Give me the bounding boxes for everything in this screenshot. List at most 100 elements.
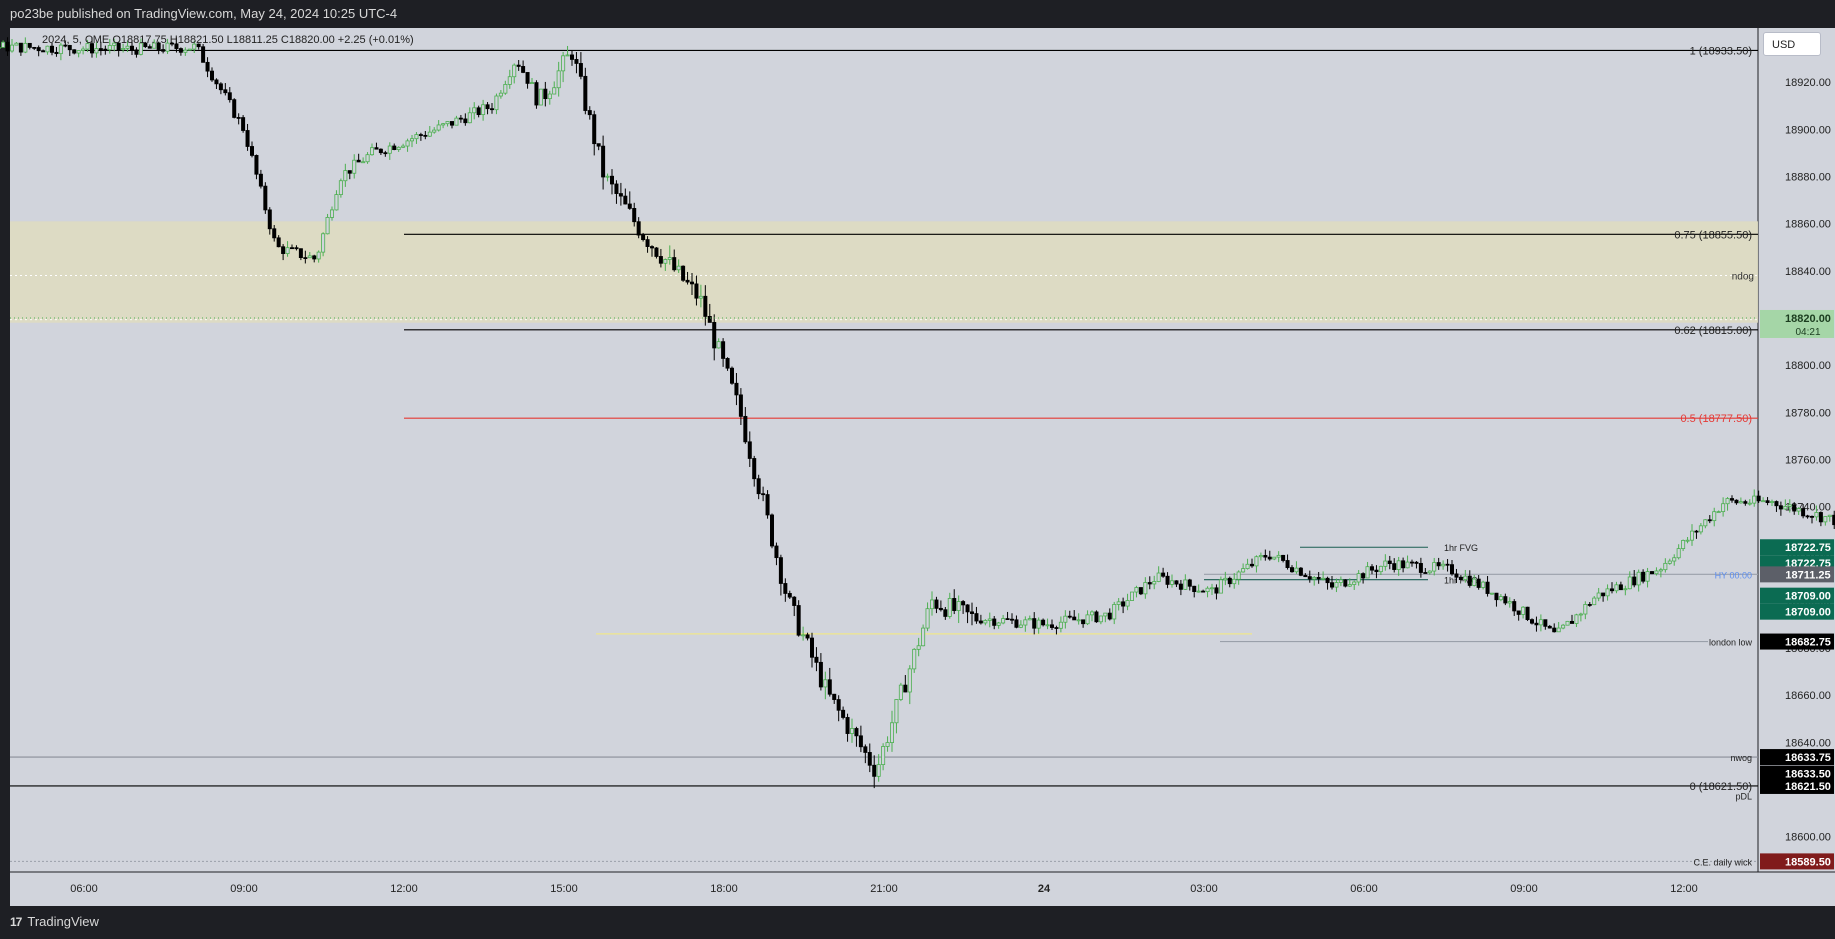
plot-area[interactable] xyxy=(10,28,1758,872)
candle-body xyxy=(1152,581,1157,585)
candle-body xyxy=(1770,501,1775,503)
candle-body xyxy=(992,618,997,626)
candle-body xyxy=(890,722,895,743)
candle-body xyxy=(916,645,921,650)
candle-body xyxy=(1632,576,1637,586)
candle-body xyxy=(1374,569,1379,573)
candle-body xyxy=(352,159,357,174)
candle-body xyxy=(1601,592,1606,597)
candle-body xyxy=(272,228,277,239)
candle-body xyxy=(236,117,241,119)
candle-body xyxy=(1472,578,1477,586)
candle-body xyxy=(881,746,886,765)
candle-body xyxy=(1054,627,1059,629)
candle-body xyxy=(205,61,210,72)
candle-body xyxy=(1490,592,1495,595)
candle-body xyxy=(1125,600,1130,607)
candle-body xyxy=(298,248,303,259)
candle-body xyxy=(423,134,428,137)
candle-body xyxy=(1703,519,1708,527)
price-badge-text: 18589.50 xyxy=(1785,856,1831,868)
candle-body xyxy=(1041,619,1046,626)
candle-body xyxy=(1307,576,1312,580)
candle-body xyxy=(85,43,90,50)
candle-body xyxy=(303,257,308,260)
brand[interactable]: 17 TradingView xyxy=(10,914,99,929)
level-label-ce-daily-wick: C.E. daily wick xyxy=(1693,857,1752,867)
candle-body xyxy=(414,134,419,140)
candle-body xyxy=(1356,573,1361,583)
price-badge-text: 18633.50 xyxy=(1785,769,1831,781)
candle-body xyxy=(449,121,454,126)
currency-button[interactable]: USD xyxy=(1763,32,1821,56)
candle-body xyxy=(1463,575,1468,581)
candle-body xyxy=(1116,601,1121,605)
candle-body xyxy=(712,322,717,349)
candle-body xyxy=(1312,577,1317,580)
x-tick-label: 18:00 xyxy=(710,883,738,895)
candle-body xyxy=(387,145,392,154)
candle-body xyxy=(1210,587,1215,590)
candle-body xyxy=(1138,587,1143,595)
candle-body xyxy=(1370,566,1375,571)
candle-body xyxy=(1085,614,1090,625)
price-badge-text: 18709.00 xyxy=(1785,591,1831,603)
candle-body xyxy=(636,221,641,236)
candle-body xyxy=(832,693,837,700)
candle-body xyxy=(667,257,672,260)
candle-body xyxy=(867,752,872,766)
candle-body xyxy=(1738,501,1743,504)
candle-body xyxy=(1272,556,1277,560)
candle-body xyxy=(1823,516,1828,523)
candle-body xyxy=(1561,624,1566,629)
candle-body xyxy=(1627,576,1632,590)
candle-body xyxy=(1045,624,1050,627)
candle-body xyxy=(961,601,966,606)
publish-text: po23be published on TradingView.com, May… xyxy=(10,6,398,21)
candle-body xyxy=(547,93,552,100)
candle-body xyxy=(747,441,752,459)
candle-body xyxy=(778,557,783,584)
price-axis[interactable] xyxy=(1758,28,1835,872)
candle-body xyxy=(489,108,494,111)
candle-body xyxy=(1196,590,1201,593)
candle-body xyxy=(1321,577,1326,580)
candle-body xyxy=(1570,620,1575,624)
candle-body xyxy=(1614,584,1619,592)
candle-body xyxy=(952,598,957,611)
candle-body xyxy=(94,48,99,54)
candle-body xyxy=(574,59,579,64)
candle-body xyxy=(369,147,374,156)
candle-body xyxy=(254,155,259,175)
y-tick-label: 18660.00 xyxy=(1785,690,1831,702)
candle-body xyxy=(116,42,121,51)
candle-body xyxy=(32,47,37,49)
time-axis[interactable] xyxy=(10,872,1835,906)
candle-body xyxy=(1623,588,1628,591)
candle-body xyxy=(850,728,855,734)
candle-body xyxy=(45,45,50,53)
price-badge xyxy=(1760,587,1834,604)
candle-body xyxy=(1178,583,1183,590)
price-badge-text: 18722.75 xyxy=(1785,542,1831,554)
candle-body xyxy=(1516,610,1521,615)
candle-body xyxy=(1241,568,1246,573)
price-badge-text: 18820.00 xyxy=(1785,313,1831,325)
candle-body xyxy=(885,742,890,747)
candle-body xyxy=(138,42,143,55)
y-tick-label: 18760.00 xyxy=(1785,454,1831,466)
candle-body xyxy=(1507,601,1512,604)
candle-body xyxy=(1694,530,1699,533)
candle-body xyxy=(1605,588,1610,597)
price-chart[interactable]: ndog18600.0018620.0018640.0018660.001868… xyxy=(0,0,1835,906)
candle-body xyxy=(1294,567,1299,573)
candle-body xyxy=(930,599,935,610)
candle-body xyxy=(774,545,779,559)
candle-body xyxy=(1201,590,1206,593)
candle-body xyxy=(1401,560,1406,569)
candle-body xyxy=(383,152,388,155)
candle-body xyxy=(1725,498,1730,505)
candle-body xyxy=(845,717,850,734)
candle-body xyxy=(841,709,846,718)
candle-body xyxy=(1778,505,1783,510)
